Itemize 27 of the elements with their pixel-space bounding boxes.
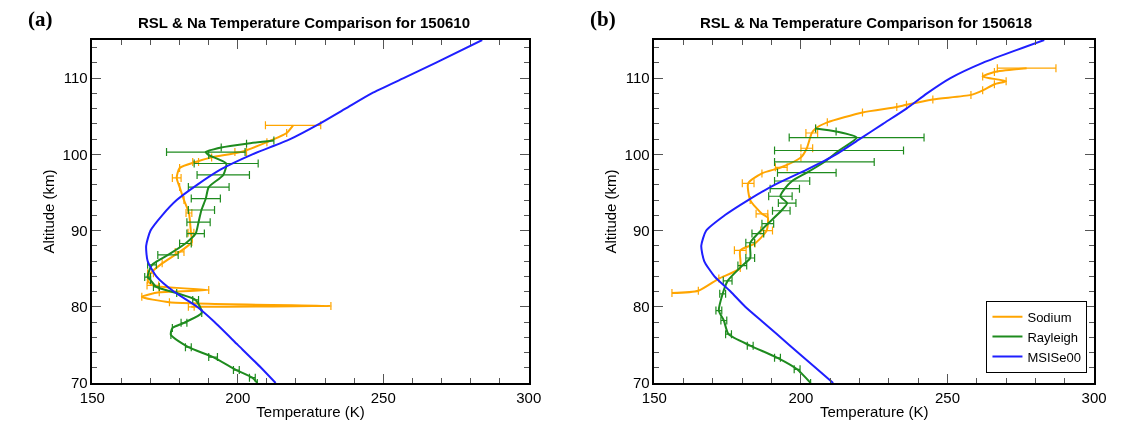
y-tick-label: 100 [62, 145, 88, 163]
x-tick-label: 300 [1081, 388, 1107, 406]
y-tick-label: 110 [625, 69, 650, 87]
legend-label: MSISe00 [1027, 349, 1081, 365]
y-tick-label: 90 [632, 221, 650, 239]
x-tick-label: 200 [225, 388, 251, 406]
y-tick-label: 100 [624, 145, 650, 163]
chart-title: RSL & Na Temperature Comparison for 150618 [700, 14, 1033, 31]
text: (a) [28, 7, 53, 31]
y-tick-label: 110 [63, 69, 88, 87]
y-tick-label: 90 [70, 221, 88, 239]
y-axis-title: Altitude (km) [602, 169, 620, 254]
line-series [144, 139, 275, 383]
y-tick-label: 80 [632, 298, 650, 316]
y-tick-label: 80 [70, 298, 88, 316]
x-tick-label: 250 [370, 388, 396, 406]
legend-label: Rayleigh [1027, 329, 1079, 345]
x-tick-label: 200 [788, 388, 814, 406]
text: (b) [590, 7, 616, 31]
x-tick-label: 250 [934, 388, 961, 406]
x-tick-label: 300 [516, 388, 542, 406]
chart-title: RSL & Na Temperature Comparison for 150610 [138, 14, 471, 31]
line-series [145, 40, 484, 383]
legend-label: Sodium [1027, 309, 1072, 325]
x-axis-title: Temperature (K) [256, 403, 365, 421]
y-axis-title: Altitude (km) [40, 169, 58, 254]
x-axis-title: Temperature (K) [820, 403, 929, 421]
